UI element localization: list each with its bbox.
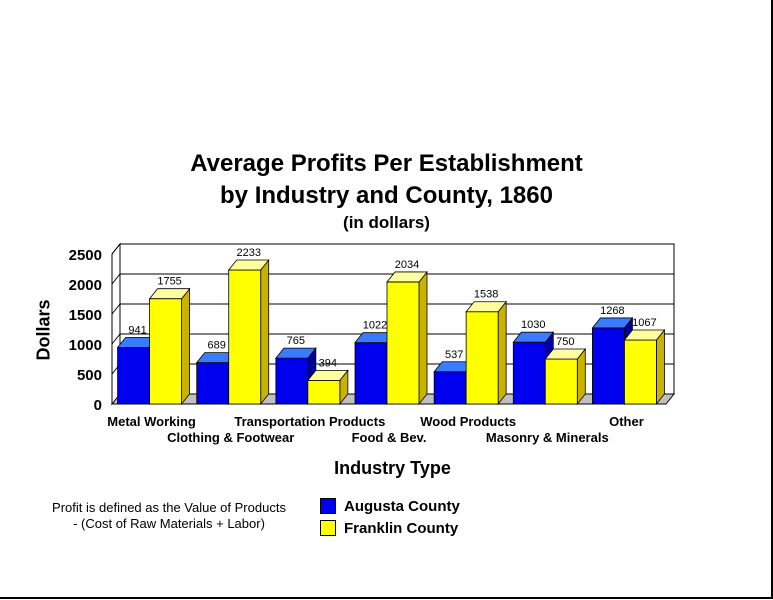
bar [465,311,499,405]
bar-top [512,331,555,343]
data-label: 1755 [157,276,181,288]
data-label: 2034 [395,259,419,271]
gridline-diag [111,303,121,315]
y-tick-label: 2500 [69,247,102,264]
legend-label-augusta: Augusta County [344,497,460,515]
data-label: 750 [556,336,574,348]
data-label: 1067 [632,317,656,329]
y-axis-label: Dollars [33,299,54,361]
data-label: 537 [445,349,463,361]
bar-top [591,317,634,329]
data-label: 1268 [600,305,624,317]
bar [196,362,230,405]
bar-top [623,329,666,341]
bar-side [260,258,270,406]
bar-side [497,300,507,406]
data-label: 1030 [521,319,545,331]
chart-subtitle: (in dollars) [343,213,430,232]
bar [275,357,309,405]
bar-top [275,347,317,359]
bar-top [465,301,507,313]
bar [592,327,625,405]
legend-item-franklin: Franklin County [320,518,458,538]
bar [386,281,420,405]
gridline-diag [111,333,121,345]
gridline-diag [111,243,121,255]
x-tick-label: Transportation Products [234,414,385,429]
bar-top [307,369,349,381]
bar-top [544,348,587,360]
data-label: 2233 [236,247,260,259]
bar [228,269,262,405]
y-tick-label: 500 [77,367,102,384]
legend-item-augusta: Augusta County [320,496,460,516]
y-tick-label: 0 [94,397,102,414]
bar-top [227,259,270,271]
chart-title: Average Profits Per Establishment [190,150,583,177]
legend-label-franklin: Franklin County [344,519,459,537]
legend-swatch-franklin [320,520,336,536]
profit-definition-note: Profit is defined as the Value of Produc… [52,500,286,515]
data-label: 689 [208,340,226,352]
bar-side [418,270,428,406]
data-label: 1538 [474,289,498,301]
x-tick-label: Masonry & Minerals [486,430,609,445]
bar [149,298,182,405]
chart-title-line2: by Industry and County, 1860 [220,182,553,209]
y-tick-label: 2000 [69,277,102,294]
bar-top [386,271,428,283]
data-label: 1022 [363,320,387,332]
bar [307,379,341,405]
gridline-diag [111,273,121,285]
bar [117,347,150,405]
bar-side [181,287,190,406]
y-tick-label: 1000 [69,337,102,354]
bar [544,358,578,405]
x-tick-label: Food & Bev. [352,430,427,445]
data-label: 394 [319,357,337,369]
x-axis-label: Industry Type [334,458,451,478]
bar-top [148,288,191,300]
x-tick-label: Other [609,414,644,429]
legend-swatch-augusta [320,498,336,514]
bar [433,371,467,405]
bar [512,341,546,405]
bar [354,342,388,405]
bar [624,339,657,405]
x-tick-label: Wood Products [420,414,516,429]
data-label: 765 [287,335,305,347]
profit-definition-note-line2: - (Cost of Raw Materials + Labor) [73,516,265,531]
x-tick-label: Metal Working [107,414,196,429]
data-label: 941 [128,325,146,337]
x-tick-label: Clothing & Footwear [167,430,294,445]
y-tick-label: 1500 [69,307,102,324]
bar-side [656,328,665,406]
